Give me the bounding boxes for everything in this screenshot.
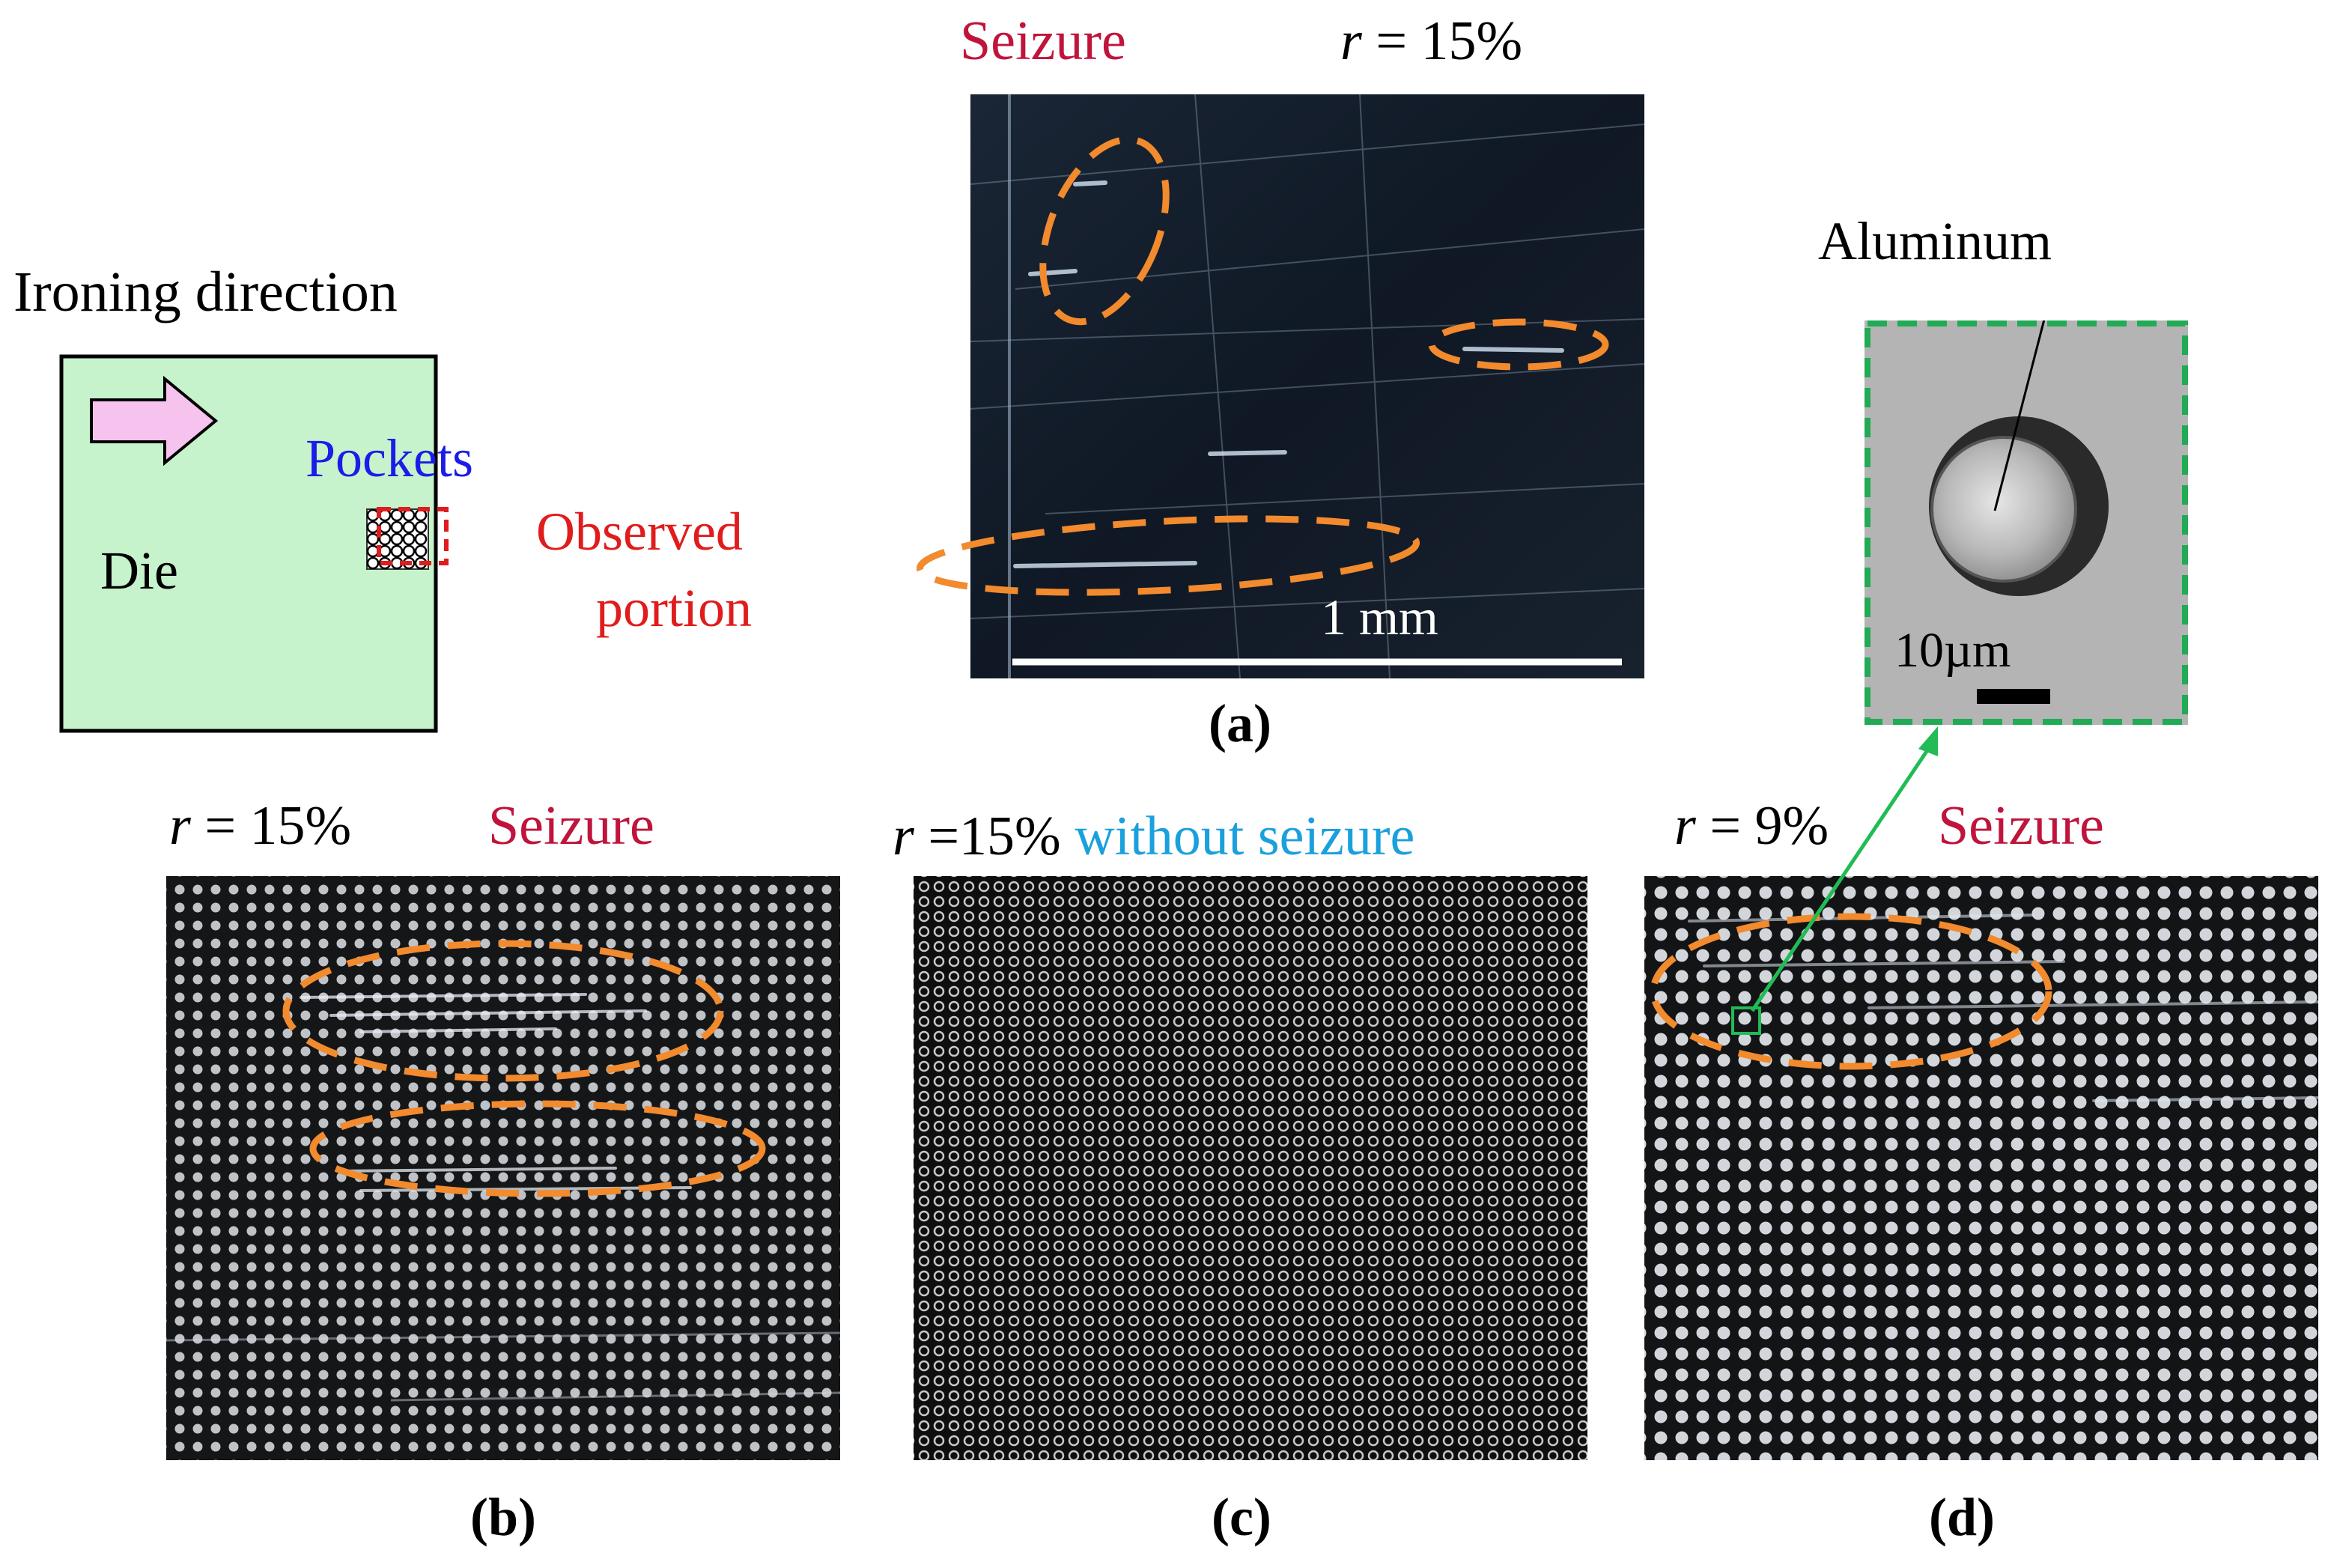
panel-b-label: (b) [470,1487,536,1547]
inset-scale-label: 10µm [1894,623,2011,678]
panel-b-micrograph [166,876,840,1460]
panel-c-label: (c) [1212,1487,1271,1547]
panel-b-r-var: r [169,795,191,857]
panel-b-seizure-label: Seizure [488,795,654,857]
panel-b-r-label: r = 15% [169,798,351,854]
observed-portion-marker [377,507,449,565]
observed-label: Observed [536,502,743,562]
panel-c-r-var: r [893,806,914,867]
pockets-label: Pockets [306,428,473,488]
panel-c-micrograph [914,876,1587,1460]
inset-source-marker [1731,1006,1761,1035]
seizure-ellipse-a3 [916,515,1420,596]
aluminum-label: Aluminum [1818,211,2052,271]
panel-d-r-value: = 9% [1695,795,1829,857]
inset-pointer-arrow [1750,726,1938,1012]
panel-a-micrograph [970,94,1644,678]
panel-a-r-value: = 15% [1361,10,1523,72]
die-schematic [59,354,449,733]
panel-d-ellipses [1650,913,2052,1070]
panel-c-without-seizure: without seizure [1060,806,1415,867]
panel-a-r-var: r [1340,10,1362,72]
seizure-ellipse-b1 [282,940,724,1082]
portion-label: portion [596,578,752,638]
panel-d-r-label: r = 9% [1674,798,1829,854]
inset-micrograph [1865,320,2188,725]
die-label: Die [100,541,178,601]
panel-c-r-value: =15% [914,806,1061,867]
panel-a-scale-label: 1 mm [1321,589,1438,645]
ironing-direction-label: Ironing direction [13,261,398,323]
panel-a-label: (a) [1209,693,1271,753]
pockets-grid [366,507,449,570]
aluminum-pointer [1993,320,2046,511]
seizure-ellipse-a2 [1428,318,1609,371]
seizure-ellipse-d1 [1650,913,2052,1070]
panel-c-r-label: r =15% without seizure [893,809,1414,864]
panel-a-ellipses [916,136,1609,596]
seizure-ellipse-a1 [1039,136,1170,326]
scale-bar-10um [1977,689,2050,704]
panel-b-ellipses [282,940,766,1197]
panel-d-r-var: r [1674,795,1696,857]
panel-d-micrograph [1644,876,2318,1460]
panel-b-r-value: = 15% [190,795,352,857]
panel-a-r-label: r = 15% [1340,13,1522,69]
panel-d-label: (d) [1929,1487,1995,1547]
right-arrow-icon [90,375,219,467]
panel-d-seizure-label: Seizure [1938,795,2104,857]
seizure-ellipse-b2 [309,1100,766,1197]
panel-a-seizure-label: Seizure [960,10,1126,72]
